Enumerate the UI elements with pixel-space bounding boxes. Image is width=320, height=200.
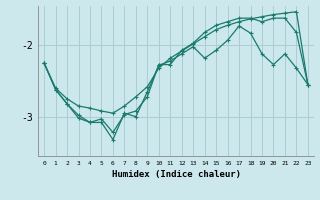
X-axis label: Humidex (Indice chaleur): Humidex (Indice chaleur)	[111, 170, 241, 179]
